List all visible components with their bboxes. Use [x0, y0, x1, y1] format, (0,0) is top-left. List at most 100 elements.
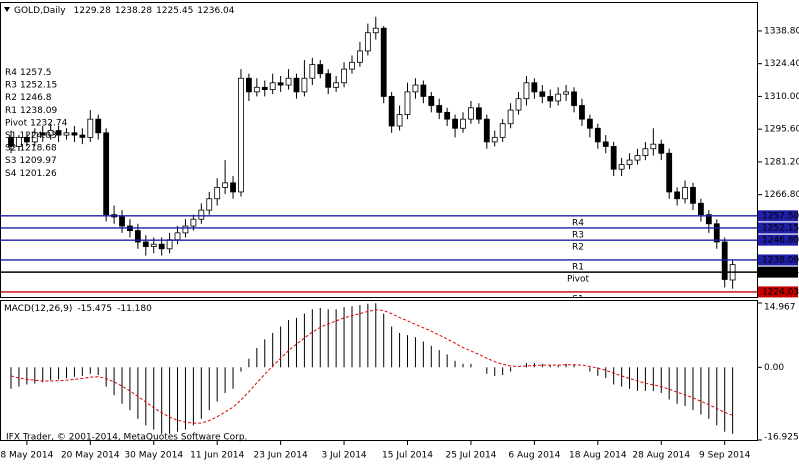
low-readout: 1225.45 — [156, 6, 193, 16]
macd-panel — [0, 300, 758, 441]
candle-body — [475, 107, 482, 120]
candle-body — [563, 91, 569, 95]
candle-body — [31, 132, 38, 143]
candle-body — [349, 61, 355, 70]
candle-body — [79, 134, 86, 138]
pivot-list-name: S1 — [5, 131, 16, 141]
pivot-list-item: R4 1257.5 — [5, 68, 51, 78]
candle-body — [71, 132, 78, 136]
macd-title: MACD(12,26,9) — [4, 304, 72, 314]
x-tick-label: 18 Aug 2014 — [569, 451, 627, 461]
x-tick-label: 15 Jul 2014 — [382, 451, 433, 461]
pivot-list-name: R2 — [5, 93, 17, 103]
candle-body — [357, 50, 363, 63]
pivot-level-name: S1 — [572, 294, 583, 304]
axes: 1338.80 1324.40 1310.00 1295.60 1281.20 1266.… — [0, 26, 799, 460]
level-label: 1224.03 — [762, 287, 799, 297]
pivot-level-name: R3 — [572, 230, 584, 240]
y-tick-label: -16.925 — [764, 433, 799, 443]
candle-body — [103, 132, 110, 216]
candle-body — [658, 143, 665, 154]
level-label-box — [758, 210, 798, 222]
candle-body — [515, 98, 522, 111]
candle-body — [682, 186, 688, 200]
candle-body — [95, 118, 102, 134]
symbol-title: GOLD,Daily — [14, 6, 66, 16]
candle-body — [261, 86, 268, 90]
pivot-list-item: Pivot 1232.74 — [5, 118, 68, 128]
main-panel — [0, 2, 758, 298]
pivot-list-value: 1232.74 — [30, 118, 67, 128]
candle-body — [523, 82, 530, 100]
level-label-box — [758, 234, 798, 246]
high-readout: 1238.28 — [115, 6, 152, 16]
candle-body — [341, 68, 347, 84]
x-tick-label: 11 Jun 2014 — [190, 451, 244, 461]
candle-body — [238, 77, 244, 193]
candle-body — [452, 118, 458, 129]
candle-body — [666, 152, 673, 193]
candle-body — [539, 91, 546, 97]
candle-body — [245, 77, 252, 93]
header: GOLD,Daily 1229.28 1238.28 1225.45 1236.04 — [14, 6, 235, 16]
x-tick-label: 9 Sep 2014 — [699, 451, 751, 461]
level-label: 1257.50 — [762, 211, 799, 221]
candle-body — [412, 84, 419, 93]
y-tick-label: 14.967 — [764, 303, 796, 313]
candle-body — [134, 230, 141, 243]
candle-body — [428, 96, 435, 106]
candle-body — [555, 93, 562, 102]
pivot-list-name: S4 — [5, 168, 17, 178]
pivot-list-value: 1209.97 — [19, 156, 56, 166]
candle-body — [222, 182, 229, 188]
price-plot: R4 R3 R2 R1 Pivot S1 — [1, 16, 757, 304]
pivot-list-name: R1 — [5, 105, 17, 115]
macd-readout: -15.475 — [77, 304, 112, 314]
candle-body — [214, 186, 221, 200]
y-tick-label: 1310.00 — [764, 92, 799, 102]
candle-body — [198, 209, 205, 220]
pivot-list-item: S2 1218.68 — [5, 143, 57, 153]
dropdown-icon[interactable] — [4, 7, 10, 12]
signal-line — [10, 309, 733, 424]
y-tick-label: 1266.80 — [764, 190, 799, 200]
candle-body — [713, 223, 720, 243]
candle-body — [16, 136, 22, 147]
candle-body — [690, 186, 696, 204]
level-label-box — [758, 286, 798, 298]
candle-body — [63, 132, 70, 136]
y-tick-label: 1281.20 — [764, 157, 799, 167]
candle-body — [372, 27, 379, 34]
candle-body — [150, 243, 157, 247]
pivot-list-value: 1246.8 — [20, 93, 52, 103]
level-label-box — [758, 222, 798, 234]
x-tick-label: 30 May 2014 — [124, 451, 183, 461]
candle-body — [531, 82, 538, 93]
x-tick-label: 20 May 2014 — [61, 451, 120, 461]
candle-body — [8, 136, 14, 147]
candle-body — [602, 141, 609, 147]
pivot-list-name: S3 — [5, 156, 16, 166]
candle-body — [230, 182, 236, 193]
pivot-list-name: R3 — [5, 80, 17, 90]
candle-body — [325, 73, 332, 88]
pivot-list-value: 1238.09 — [20, 105, 57, 115]
x-tick-label: 25 Jul 2014 — [445, 451, 496, 461]
candle-body — [364, 32, 371, 52]
level-label-box — [758, 254, 798, 266]
candle-body — [674, 191, 681, 200]
candle-body — [436, 105, 443, 113]
pivot-level-name: R2 — [572, 243, 584, 253]
candle-body — [721, 241, 728, 280]
candle-body — [317, 64, 324, 75]
candle-body — [293, 77, 300, 93]
candle-body — [618, 164, 625, 170]
candle-body — [460, 118, 466, 129]
close-readout: 1236.04 — [197, 6, 234, 16]
candle-body — [579, 105, 585, 120]
x-tick-label: 3 Jul 2014 — [321, 451, 366, 461]
pivot-level-name: Pivot — [567, 275, 590, 285]
candle-body — [586, 118, 593, 129]
candle-body — [650, 143, 657, 150]
